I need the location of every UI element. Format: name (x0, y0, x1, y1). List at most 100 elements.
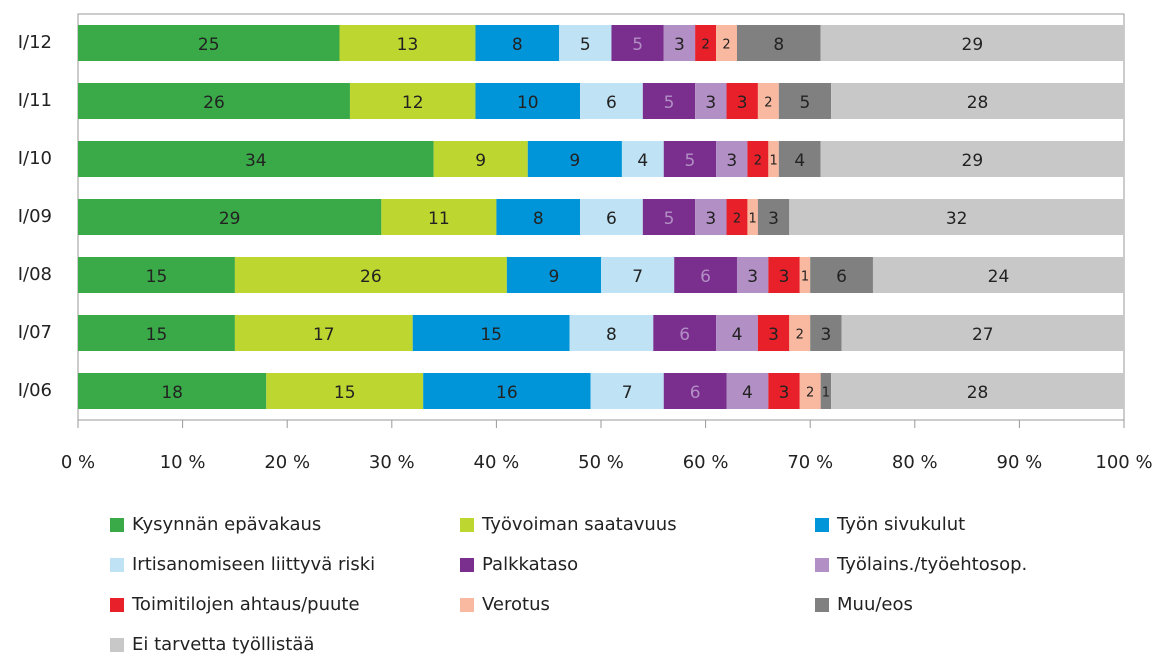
x-tick-label: 10 % (160, 452, 206, 473)
data-label: 3 (747, 267, 758, 287)
legend-label: Kysynnän epävakaus (132, 514, 321, 535)
data-label: 26 (203, 93, 225, 113)
legend-label: Työlains./työehtosop. (836, 554, 1027, 575)
data-label: 2 (722, 38, 730, 53)
legend-label: Irtisanomiseen liittyvä riski (132, 554, 375, 575)
data-label: 1 (801, 270, 809, 285)
data-label: 15 (146, 325, 168, 345)
bar-segment (611, 25, 664, 61)
bar-segment (642, 199, 696, 235)
bar-segment (757, 199, 790, 235)
bar-segment (78, 373, 267, 409)
bar-segment (78, 141, 434, 177)
data-label: 29 (962, 151, 984, 171)
data-label: 26 (360, 267, 382, 287)
data-label: 11 (428, 209, 450, 229)
y-tick-label: I/07 (18, 322, 52, 343)
bar-segment (747, 141, 769, 177)
bar-segment (799, 373, 821, 409)
data-label: 8 (512, 35, 523, 55)
data-label: 12 (402, 93, 424, 113)
bar-segment (653, 315, 717, 351)
bar-segment (716, 25, 737, 61)
bar-segment (381, 199, 497, 235)
data-label: 7 (622, 383, 633, 403)
data-label: 2 (754, 154, 762, 169)
legend-swatch (460, 558, 474, 572)
data-label: 6 (606, 209, 617, 229)
data-label: 5 (800, 93, 811, 113)
bar-segment (475, 25, 560, 61)
bar-segment (757, 315, 790, 351)
legend-label: Toimitilojen ahtaus/puute (131, 594, 360, 615)
bar-segment (768, 141, 779, 177)
data-label: 34 (245, 151, 267, 171)
data-label: 3 (768, 209, 779, 229)
y-tick-label: I/09 (18, 206, 52, 227)
x-tick-label: 100 % (1095, 452, 1152, 473)
data-label: 15 (334, 383, 356, 403)
bar-segment (831, 373, 1124, 409)
legend-swatch (110, 518, 124, 532)
data-label: 3 (779, 383, 790, 403)
legend-label: Työn sivukulut (836, 514, 965, 535)
data-label: 15 (146, 267, 168, 287)
data-label: 5 (664, 209, 675, 229)
bar-segment (663, 373, 727, 409)
legend-label: Ei tarvetta työllistää (132, 634, 314, 655)
data-label: 3 (737, 93, 748, 113)
legend-swatch (815, 558, 829, 572)
x-tick-label: 0 % (61, 452, 95, 473)
data-label: 3 (820, 325, 831, 345)
bar-segment (590, 373, 664, 409)
bar-segment (580, 83, 643, 119)
legend-swatch (460, 518, 474, 532)
data-label: 6 (836, 267, 847, 287)
data-label: 13 (397, 35, 419, 55)
bar-segment (736, 257, 769, 293)
data-label: 27 (972, 325, 994, 345)
bar-segment (820, 141, 1124, 177)
bar-segment (78, 315, 235, 351)
bar-segment (695, 83, 727, 119)
bar-segment (726, 199, 748, 235)
data-label: 5 (664, 93, 675, 113)
data-label: 5 (632, 35, 643, 55)
bar-segment (768, 373, 800, 409)
data-label: 24 (988, 267, 1010, 287)
bar-segment (506, 257, 601, 293)
bar-segment (747, 199, 758, 235)
bar-segment (810, 257, 873, 293)
bar-segment (810, 315, 842, 351)
data-label: 5 (684, 151, 695, 171)
bar-segment (349, 83, 476, 119)
legend-swatch (110, 638, 124, 652)
data-label: 3 (779, 267, 790, 287)
legend-swatch (110, 558, 124, 572)
legend-swatch (110, 598, 124, 612)
data-label: 2 (796, 328, 804, 343)
data-label: 3 (768, 325, 779, 345)
data-label: 6 (700, 267, 711, 287)
bar-segment (841, 315, 1124, 351)
legend-label: Verotus (482, 594, 550, 615)
bar-segment (412, 315, 570, 351)
data-label: 8 (773, 35, 784, 55)
bar-segment (789, 199, 1124, 235)
data-label: 6 (606, 93, 617, 113)
bar-segment (820, 25, 1124, 61)
data-label: 7 (632, 267, 643, 287)
bar-segment (234, 315, 413, 351)
bar-segment (831, 83, 1124, 119)
x-tick-label: 20 % (264, 452, 310, 473)
x-tick-label: 50 % (578, 452, 624, 473)
legend-label: Muu/eos (837, 594, 913, 615)
data-label: 1 (749, 212, 757, 227)
x-tick-label: 90 % (997, 452, 1043, 473)
bar-segment (423, 373, 591, 409)
bar-segment (621, 141, 664, 177)
data-label: 9 (569, 151, 580, 171)
bar-segment (266, 373, 424, 409)
y-tick-label: I/08 (18, 264, 52, 285)
